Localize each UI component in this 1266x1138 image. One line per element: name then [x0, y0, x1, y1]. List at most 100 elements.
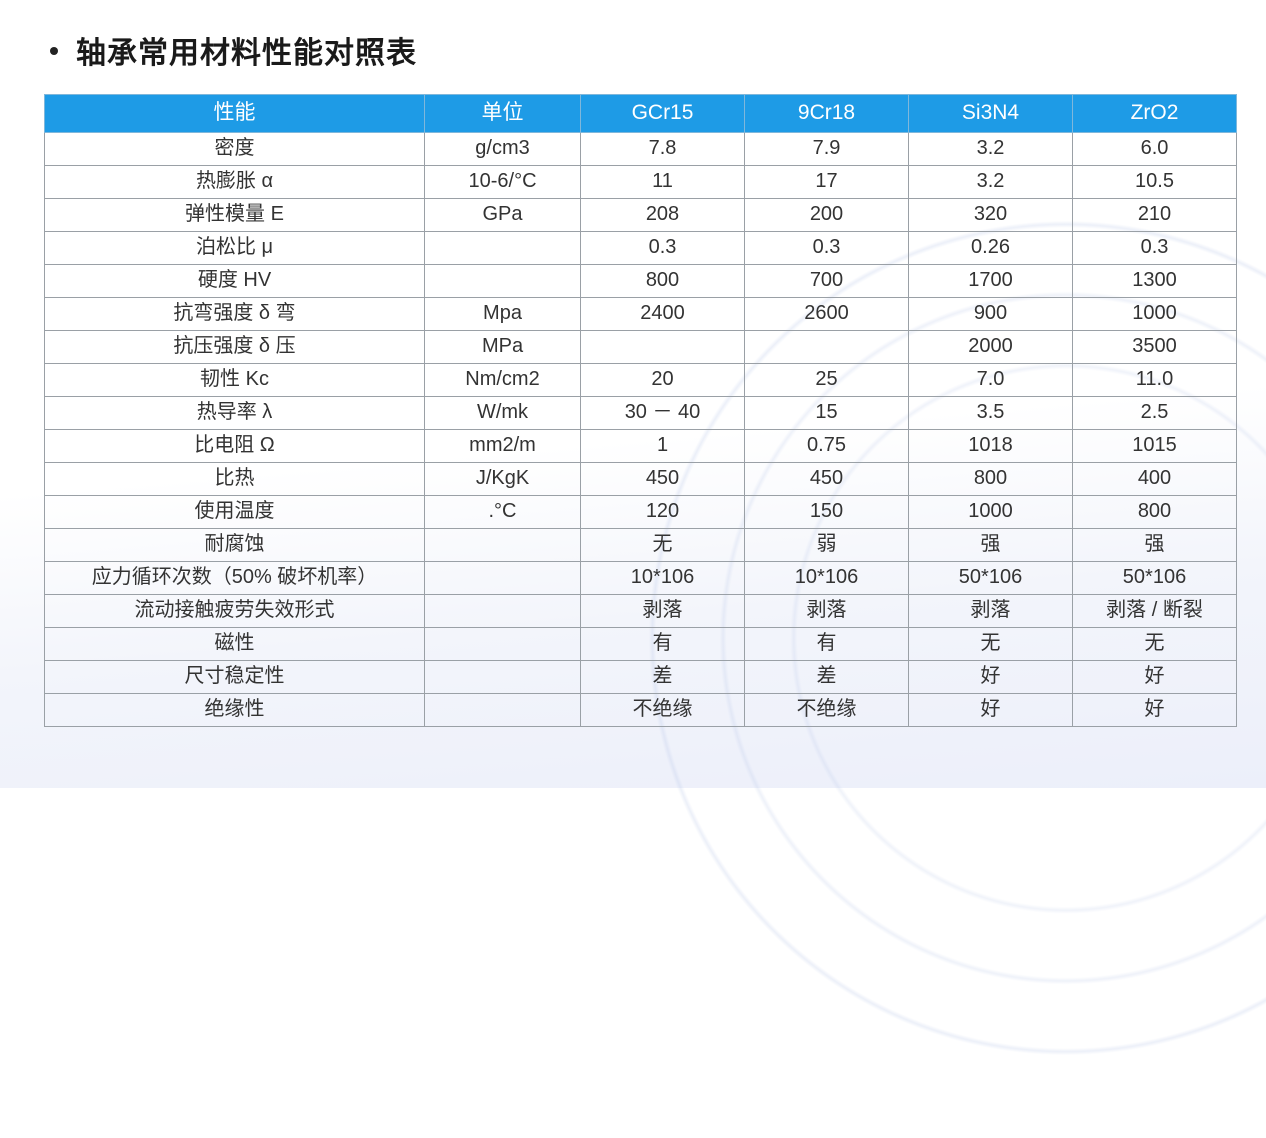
property-cell: 使用温度: [45, 496, 425, 529]
value-cell: 120: [581, 496, 745, 529]
value-cell: 1: [581, 430, 745, 463]
value-cell: 0.75: [745, 430, 909, 463]
value-cell: 900: [909, 298, 1073, 331]
value-cell: 剥落: [581, 595, 745, 628]
value-cell: 320: [909, 199, 1073, 232]
value-cell: 7.0: [909, 364, 1073, 397]
property-cell: 硬度 HV: [45, 265, 425, 298]
value-cell: 不绝缘: [581, 694, 745, 727]
table-row: 比电阻 Ωmm2/m10.7510181015: [45, 430, 1237, 463]
unit-cell: Nm/cm2: [425, 364, 581, 397]
property-cell: 尺寸稳定性: [45, 661, 425, 694]
col-header: Si3N4: [909, 95, 1073, 133]
value-cell: 10.5: [1073, 166, 1237, 199]
value-cell: 2600: [745, 298, 909, 331]
table-row: 磁性有有无无: [45, 628, 1237, 661]
property-cell: 比电阻 Ω: [45, 430, 425, 463]
table-row: 抗压强度 δ 压MPa20003500: [45, 331, 1237, 364]
value-cell: 1000: [1073, 298, 1237, 331]
value-cell: 7.8: [581, 133, 745, 166]
value-cell: 15: [745, 397, 909, 430]
value-cell: 150: [745, 496, 909, 529]
value-cell: 2.5: [1073, 397, 1237, 430]
value-cell: 800: [1073, 496, 1237, 529]
table-row: 尺寸稳定性差差好好: [45, 661, 1237, 694]
value-cell: 0.3: [581, 232, 745, 265]
unit-cell: .°C: [425, 496, 581, 529]
property-cell: 弹性模量 E: [45, 199, 425, 232]
table-row: 应力循环次数（50% 破坏机率）10*10610*10650*10650*106: [45, 562, 1237, 595]
value-cell: 450: [745, 463, 909, 496]
value-cell: 0.3: [1073, 232, 1237, 265]
property-cell: 绝缘性: [45, 694, 425, 727]
value-cell: 无: [909, 628, 1073, 661]
value-cell: 3500: [1073, 331, 1237, 364]
value-cell: 30 － 40: [581, 397, 745, 430]
col-header: 性能: [45, 95, 425, 133]
table-row: 热导率 λW/mk30 － 40153.52.5: [45, 397, 1237, 430]
table-row: 比热J/KgK450450800400: [45, 463, 1237, 496]
value-cell: 11.0: [1073, 364, 1237, 397]
value-cell: 2000: [909, 331, 1073, 364]
table-row: 绝缘性不绝缘不绝缘好好: [45, 694, 1237, 727]
value-cell: 50*106: [1073, 562, 1237, 595]
bullet-icon: [50, 47, 58, 55]
value-cell: 好: [1073, 661, 1237, 694]
value-cell: 好: [909, 661, 1073, 694]
unit-cell: [425, 661, 581, 694]
value-cell: 7.9: [745, 133, 909, 166]
unit-cell: [425, 562, 581, 595]
property-cell: 韧性 Kc: [45, 364, 425, 397]
table-row: 泊松比 μ0.30.30.260.3: [45, 232, 1237, 265]
table-row: 弹性模量 EGPa208200320210: [45, 199, 1237, 232]
unit-cell: [425, 265, 581, 298]
value-cell: 3.5: [909, 397, 1073, 430]
property-cell: 抗压强度 δ 压: [45, 331, 425, 364]
value-cell: 有: [745, 628, 909, 661]
value-cell: 0.3: [745, 232, 909, 265]
unit-cell: GPa: [425, 199, 581, 232]
value-cell: 好: [909, 694, 1073, 727]
unit-cell: 10-6/°C: [425, 166, 581, 199]
property-cell: 磁性: [45, 628, 425, 661]
value-cell: 剥落 / 断裂: [1073, 595, 1237, 628]
table-body: 密度g/cm37.87.93.26.0热膨胀 α10-6/°C11173.210…: [45, 133, 1237, 727]
value-cell: 10*106: [745, 562, 909, 595]
value-cell: 11: [581, 166, 745, 199]
value-cell: 450: [581, 463, 745, 496]
col-header: ZrO2: [1073, 95, 1237, 133]
value-cell: [581, 331, 745, 364]
property-cell: 比热: [45, 463, 425, 496]
property-cell: 应力循环次数（50% 破坏机率）: [45, 562, 425, 595]
value-cell: 700: [745, 265, 909, 298]
value-cell: 10*106: [581, 562, 745, 595]
value-cell: 差: [581, 661, 745, 694]
value-cell: 不绝缘: [745, 694, 909, 727]
value-cell: 400: [1073, 463, 1237, 496]
materials-table: 性能 单位 GCr15 9Cr18 Si3N4 ZrO2 密度g/cm37.87…: [44, 94, 1237, 727]
unit-cell: [425, 529, 581, 562]
table-row: 热膨胀 α10-6/°C11173.210.5: [45, 166, 1237, 199]
value-cell: 无: [1073, 628, 1237, 661]
value-cell: 1000: [909, 496, 1073, 529]
value-cell: 1300: [1073, 265, 1237, 298]
value-cell: 好: [1073, 694, 1237, 727]
value-cell: 有: [581, 628, 745, 661]
value-cell: 剥落: [909, 595, 1073, 628]
title-row: 轴承常用材料性能对照表: [50, 28, 1232, 72]
value-cell: 50*106: [909, 562, 1073, 595]
property-cell: 密度: [45, 133, 425, 166]
value-cell: 25: [745, 364, 909, 397]
property-cell: 热导率 λ: [45, 397, 425, 430]
table-row: 韧性 KcNm/cm220257.011.0: [45, 364, 1237, 397]
value-cell: 1015: [1073, 430, 1237, 463]
property-cell: 耐腐蚀: [45, 529, 425, 562]
page-title: 轴承常用材料性能对照表: [76, 28, 417, 72]
value-cell: 800: [581, 265, 745, 298]
value-cell: 剥落: [745, 595, 909, 628]
value-cell: 强: [1073, 529, 1237, 562]
value-cell: 强: [909, 529, 1073, 562]
table-row: 耐腐蚀无弱强强: [45, 529, 1237, 562]
col-header: 9Cr18: [745, 95, 909, 133]
col-header: 单位: [425, 95, 581, 133]
